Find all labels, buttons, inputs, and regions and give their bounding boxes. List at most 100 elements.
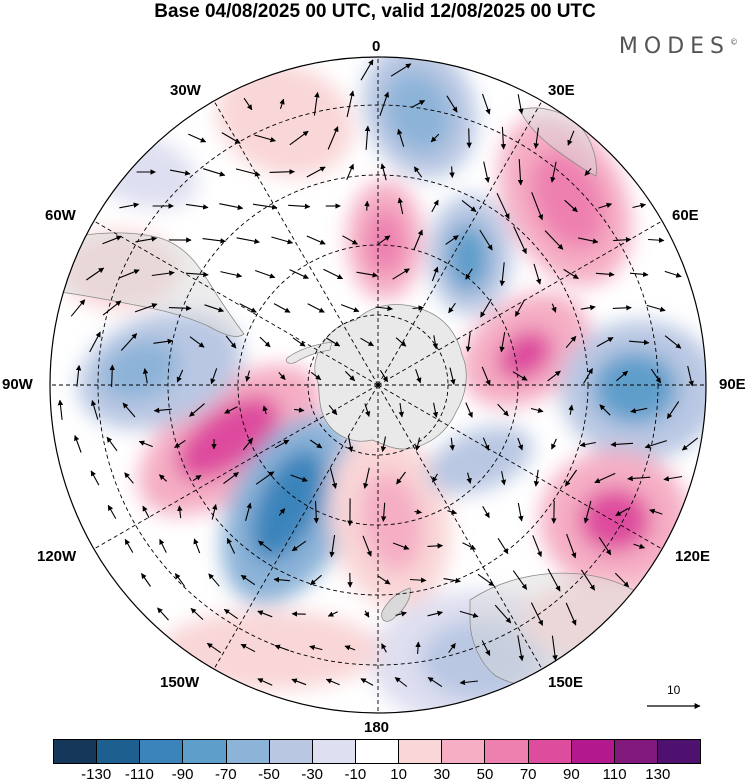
colorbar-tick-label: 50 xyxy=(476,766,494,783)
new-zealand-coast xyxy=(381,587,411,622)
wind-vector xyxy=(431,266,439,282)
wind-vector xyxy=(411,100,426,108)
wind-vector xyxy=(615,507,629,517)
colorbar-swatch xyxy=(183,740,227,763)
lon-label-120w: 120W xyxy=(37,548,77,565)
wind-vector xyxy=(138,440,153,448)
wind-vector xyxy=(107,504,117,519)
wind-vector xyxy=(158,474,167,482)
wind-vector xyxy=(192,474,202,482)
wind-vector xyxy=(346,163,354,181)
wind-vector xyxy=(255,471,275,485)
wind-vector xyxy=(629,339,650,346)
wind-vector xyxy=(257,678,273,686)
wind-vector xyxy=(90,399,99,420)
wind-vector xyxy=(151,270,175,277)
wind-vector xyxy=(432,335,439,350)
colorbar-tick-label: 90 xyxy=(563,766,580,783)
wind-vector xyxy=(681,437,699,451)
meridian-line xyxy=(213,100,379,386)
colorbar-swatch xyxy=(97,740,141,763)
colorbar-swatch xyxy=(528,740,572,763)
wind-vector xyxy=(221,132,241,144)
wind-vector xyxy=(517,502,524,522)
wind-vector xyxy=(242,437,254,451)
wind-vector xyxy=(649,508,663,515)
anomaly-contour xyxy=(427,426,533,494)
wind-vector xyxy=(616,370,629,382)
wind-vector xyxy=(531,192,544,221)
meridian-line xyxy=(377,220,663,386)
meridian-line xyxy=(93,220,379,386)
colorbar-tick-label: 110 xyxy=(602,766,627,783)
wind-vector xyxy=(360,678,374,686)
wind-vector xyxy=(377,235,391,245)
wind-vector xyxy=(102,235,123,245)
colorbar-swatch xyxy=(442,740,486,763)
wind-vector xyxy=(364,200,370,211)
wind-vector xyxy=(413,166,423,178)
anomaly-contour xyxy=(579,488,651,552)
wind-vector xyxy=(394,677,408,687)
wind-vector xyxy=(254,134,276,143)
wind-vector xyxy=(307,303,325,313)
lon-label-150e: 150E xyxy=(548,674,584,691)
wind-vector xyxy=(644,440,667,449)
colorbar-tick-label: 10 xyxy=(390,766,407,783)
wind-vector xyxy=(364,403,371,417)
wind-vector xyxy=(189,403,205,417)
wind-vector xyxy=(240,574,256,586)
colorbar-swatch xyxy=(485,740,529,763)
wind-vector xyxy=(210,368,218,385)
wind-vector xyxy=(188,133,207,143)
wind-vector xyxy=(517,635,525,662)
wind-vector xyxy=(627,475,651,482)
colorbar-tick-label: -30 xyxy=(301,766,324,783)
wind-vector xyxy=(580,304,596,311)
wind-vector xyxy=(74,434,82,453)
wind-vector xyxy=(497,403,509,417)
lon-label-180: 180 xyxy=(364,719,390,736)
wind-vector xyxy=(530,602,544,626)
wind-vector xyxy=(613,236,632,243)
wind-vector xyxy=(225,335,237,349)
wind-vector xyxy=(206,642,222,654)
wind-vector xyxy=(499,332,506,353)
wind-vector xyxy=(392,268,410,280)
wind-vector xyxy=(596,337,614,347)
wind-vector xyxy=(245,502,252,521)
wind-vector xyxy=(664,270,682,278)
wind-vector xyxy=(380,436,387,453)
wind-vector xyxy=(292,337,306,347)
wind-vector xyxy=(448,302,456,314)
wind-vector xyxy=(360,59,374,81)
wind-vector xyxy=(364,610,370,618)
anomaly-contour xyxy=(216,63,354,177)
wind-vector xyxy=(185,271,209,278)
wind-vector xyxy=(329,467,338,489)
wind-vector xyxy=(414,509,423,515)
lat-lon-grid xyxy=(50,57,706,713)
wind-vector xyxy=(412,305,424,311)
wind-vector xyxy=(380,502,387,522)
wind-vector xyxy=(565,602,577,626)
wind-vector xyxy=(462,542,476,550)
lon-label-60w: 60W xyxy=(45,207,76,224)
wind-vector xyxy=(262,405,268,415)
wind-vector xyxy=(447,509,458,515)
colorbar-swatch xyxy=(140,740,184,763)
wind-vector xyxy=(481,640,491,656)
wind-vector xyxy=(309,439,323,449)
meridian-line xyxy=(213,384,379,670)
wind-vector xyxy=(269,169,295,175)
wind-vector xyxy=(396,471,406,485)
wind-vector xyxy=(517,437,524,451)
wind-vector xyxy=(392,542,410,550)
wind-vector xyxy=(174,439,186,449)
wind-vector xyxy=(461,199,477,213)
wind-vector xyxy=(583,500,592,524)
wind-vector xyxy=(243,97,253,111)
wind-vector xyxy=(512,371,528,381)
wind-vector xyxy=(271,236,294,245)
wind-vector xyxy=(496,192,510,220)
